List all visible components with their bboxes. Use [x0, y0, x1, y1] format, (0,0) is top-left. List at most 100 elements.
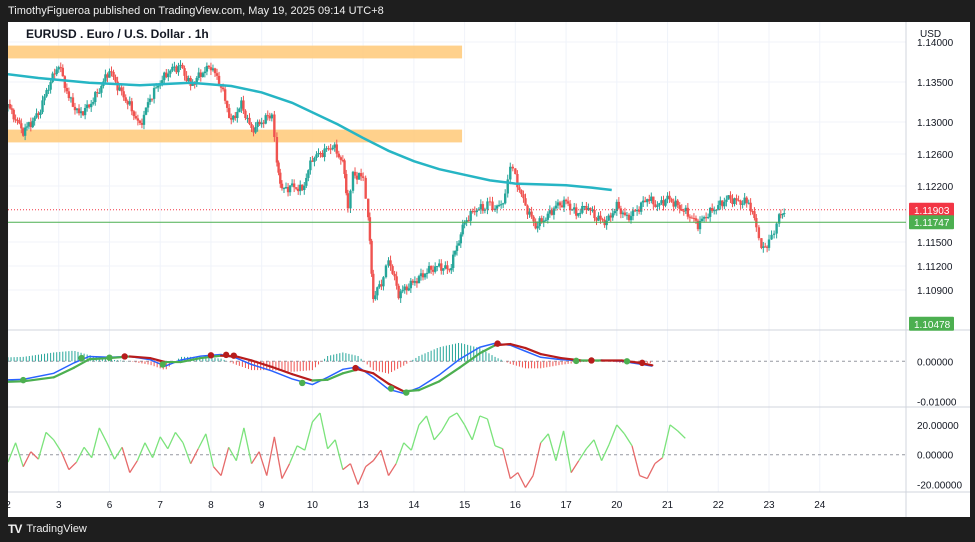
candle-body	[351, 171, 355, 191]
candle-body	[457, 243, 461, 246]
candle-body	[633, 210, 637, 212]
candle-body	[368, 217, 372, 241]
oscillator-segment	[410, 424, 420, 451]
oscillator-segment	[281, 463, 291, 479]
candle-body	[433, 266, 437, 272]
oscillator-segment	[45, 431, 55, 441]
time-axis-tick: 3	[56, 500, 62, 511]
candle-body	[146, 102, 150, 108]
candle-body	[250, 124, 253, 129]
time-axis-tick: 9	[259, 500, 265, 511]
oscillator-segment	[562, 430, 572, 473]
candle-body	[459, 234, 463, 244]
oscillator-segment	[524, 475, 534, 488]
oscillator-segment	[129, 460, 138, 473]
candle-body	[542, 220, 545, 223]
candle-body	[518, 187, 521, 191]
signal-line-segment	[372, 372, 390, 385]
candle-body	[142, 114, 146, 125]
candle-body	[438, 263, 441, 267]
oscillator-segment	[646, 463, 656, 479]
brand[interactable]: TV TradingView	[8, 522, 87, 536]
oscillator-segment	[425, 415, 435, 441]
candle-body	[277, 162, 280, 173]
candle-body	[187, 77, 190, 82]
candle-body	[514, 168, 517, 175]
time-axis-tick: 17	[561, 500, 573, 511]
candle-body	[104, 74, 107, 82]
candle-body	[343, 160, 346, 174]
candle-body	[617, 201, 621, 209]
candle-body	[589, 207, 592, 211]
currency-label: USD	[920, 29, 941, 40]
candle-body	[465, 220, 468, 222]
candle-body	[331, 147, 334, 150]
candle-body	[35, 113, 38, 118]
footer-bar: TV TradingView	[0, 517, 975, 542]
candle-body	[607, 215, 610, 221]
candle-body	[268, 115, 271, 119]
candle-body	[384, 265, 388, 278]
candle-body	[760, 238, 763, 248]
macd-axis-tick: 0.00000	[917, 357, 954, 368]
candle-body	[708, 208, 712, 217]
candle-body	[595, 218, 598, 221]
candle-body	[280, 183, 284, 189]
oscillator-segment	[14, 442, 24, 467]
signal-line-segment	[438, 366, 461, 383]
candle-body	[165, 72, 168, 78]
candle-body	[554, 205, 558, 209]
candle-body	[27, 122, 31, 127]
candle-body	[266, 115, 269, 117]
candle-body	[31, 120, 34, 128]
chart-area[interactable]: USD 1.14000 1.13500 1.13000 1.12600 1.12200 1.…	[0, 22, 970, 517]
candle-body	[90, 103, 93, 108]
candle-body	[587, 207, 590, 210]
signal-line-segment	[88, 356, 111, 361]
candle-body	[203, 71, 207, 74]
price-badge	[909, 202, 954, 217]
candle-body	[372, 273, 375, 300]
candle-body	[690, 217, 694, 219]
candle-body	[765, 246, 769, 248]
candle-body	[161, 80, 164, 85]
candle-body	[623, 212, 627, 215]
candle-body	[100, 86, 103, 93]
candle-body	[201, 73, 205, 77]
candle-body	[92, 102, 95, 104]
time-axis-tick: 23	[763, 500, 775, 511]
candle-body	[156, 85, 160, 88]
macd-axis-tick: -0.01000	[917, 397, 957, 408]
candle-body	[6, 104, 10, 107]
time-axis-tick: 6	[107, 500, 113, 511]
candle-body	[710, 208, 714, 211]
candle-body	[173, 66, 176, 68]
oscillator-segment	[220, 447, 230, 476]
oscillator-segment	[372, 449, 382, 462]
macd-cross-dot	[78, 354, 85, 362]
candle-body	[455, 245, 459, 251]
oscillator-segment	[608, 424, 618, 445]
lower-support-zone	[0, 129, 463, 143]
candle-body	[321, 153, 324, 158]
candle-body	[228, 107, 231, 119]
oscillator-segment	[601, 444, 610, 461]
oscillator-segment	[532, 442, 542, 476]
macd-cross-dot	[387, 385, 395, 392]
candle-body	[319, 153, 322, 155]
candle-body	[407, 288, 411, 291]
candle-body	[301, 184, 304, 191]
candle-body	[431, 269, 435, 272]
candle-body	[717, 205, 720, 210]
time-axis-tick: 21	[662, 500, 674, 511]
candle-body	[71, 97, 75, 107]
candle-body	[337, 153, 340, 158]
oscillator-segment	[570, 460, 580, 473]
signal-line-segment	[311, 378, 329, 382]
oscillator-segment	[7, 442, 17, 463]
candle-body	[605, 220, 608, 226]
candle-body	[53, 73, 56, 75]
signal-line-segment	[356, 368, 375, 375]
